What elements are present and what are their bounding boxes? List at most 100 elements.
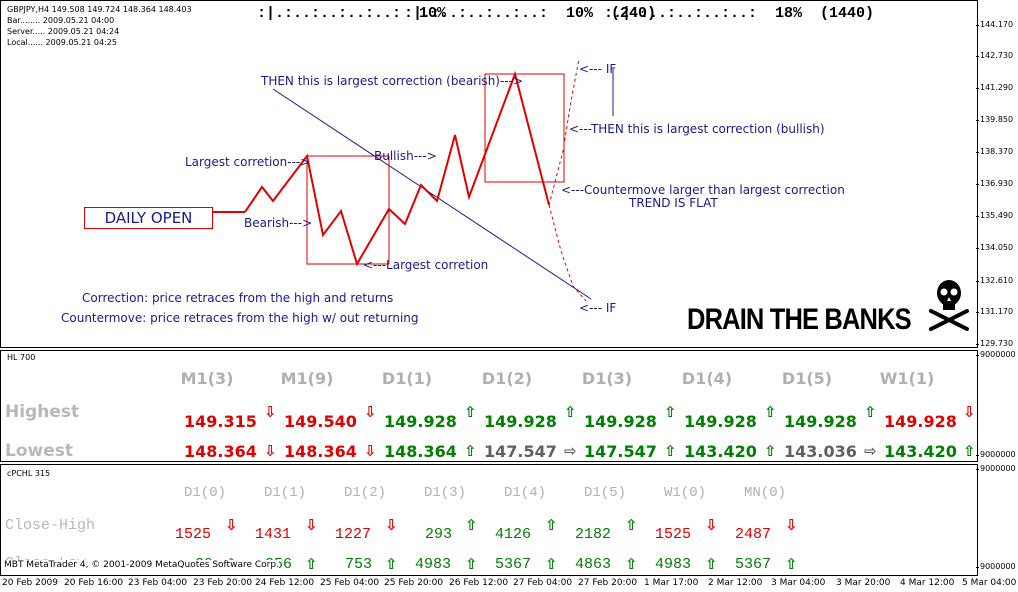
highest-value: 149.928 — [884, 412, 957, 431]
lowest-row-label: Lowest — [5, 441, 73, 461]
cpchl-header: D1(0) — [184, 485, 227, 501]
cpchl-header: D1(1) — [264, 485, 307, 501]
cpchl-indicator-pane[interactable]: cPCHL 315 D1(0) D1(1) D1(2) D1(3) D1(4) … — [0, 464, 978, 576]
if-bottom-label: <--- IF — [579, 301, 617, 315]
up-arrow-icon: ⇧ — [545, 516, 558, 534]
close-high-value: 2487 — [735, 526, 772, 543]
hl-axis-top: 9000000 — [976, 350, 1016, 359]
highest-value: 149.928 — [384, 412, 457, 431]
price-path — [244, 70, 550, 267]
price-tick: 131.170 — [975, 307, 1014, 316]
time-tick: 1 Mar 17:00 — [644, 578, 699, 588]
cpchl-header: W1(0) — [664, 485, 707, 501]
skull-crossbones-icon — [929, 280, 969, 331]
time-tick: 2 Mar 12:00 — [708, 578, 763, 588]
drawing-layer — [213, 58, 969, 331]
bearish-label: Bearish---> — [244, 216, 313, 230]
time-axis[interactable]: 20 Feb 2009 20 Feb 16:00 23 Feb 04:00 23… — [0, 576, 1018, 592]
time-tick: 26 Feb 12:00 — [449, 578, 509, 588]
highest-value: 149.928 — [684, 412, 757, 431]
countermove-definition: Countermove: price retraces from the hig… — [61, 311, 419, 325]
close-low-value: 4863 — [575, 556, 612, 573]
local-time-info: Local...... 2009.05.21 04:25 — [7, 38, 117, 47]
correction-box-left — [306, 155, 390, 265]
close-high-value: 1525 — [175, 526, 212, 543]
main-chart-pane[interactable]: GBPJPY,H4 149.508 149.724 148.364 148.40… — [0, 0, 978, 348]
countermove-label: <---Countermove larger than largest corr… — [561, 183, 845, 197]
hl-panel-label: HL 700 — [7, 353, 36, 362]
copyright-text: MBT MetaTrader 4, © 2001-2009 MetaQuotes… — [4, 560, 279, 570]
up-arrow-icon: ⇧ — [465, 555, 478, 573]
indicator-bar-3: :.|.:..:..:..:..: 18% (1440) — [604, 5, 875, 22]
up-arrow-icon: ⇧ — [785, 555, 798, 573]
time-tick: 4 Mar 12:00 — [900, 578, 955, 588]
daily-open-box: DAILY OPEN — [84, 207, 213, 229]
hl-header: D1(5) — [781, 369, 833, 388]
projection-up-dashed — [548, 58, 580, 206]
hl-header: D1(4) — [681, 369, 733, 388]
cpchl-header: D1(2) — [344, 485, 387, 501]
hl-header: D1(2) — [481, 369, 533, 388]
time-tick: 3 Mar 04:00 — [771, 578, 826, 588]
price-tick: 139.850 — [975, 115, 1014, 124]
down-arrow-icon: ⇩ — [305, 516, 318, 534]
down-arrow-icon: ⇩ — [963, 403, 976, 421]
highest-value: 149.928 — [584, 412, 657, 431]
time-tick: 23 Feb 20:00 — [193, 578, 253, 588]
cpchl-axis-bottom: 9000000 — [976, 562, 1016, 571]
projection-down-dashed — [548, 204, 587, 302]
hl-indicator-pane[interactable]: HL 700 M1(3) M1(9) D1(1) D1(2) D1(3) D1(… — [0, 350, 978, 462]
price-tick: 138.370 — [975, 147, 1014, 156]
highest-value: 149.928 — [484, 412, 557, 431]
highest-row-label: Highest — [5, 402, 80, 422]
price-tick: 135.490 — [975, 211, 1014, 220]
down-arrow-icon: ⇩ — [364, 403, 377, 421]
time-tick: 27 Feb 20:00 — [578, 578, 638, 588]
then-bullish-label: <---THEN this is largest correction (bul… — [569, 122, 825, 136]
trend-flat-label: TREND IS FLAT — [629, 196, 718, 210]
indicator-bar-2: :|.:..:..:..:..: 10% (240) — [404, 5, 657, 22]
then-bearish-label: THEN this is largest correction (bearish… — [261, 74, 524, 88]
up-arrow-icon: ⇧ — [465, 516, 478, 534]
down-arrow-icon: ⇩ — [264, 442, 277, 460]
up-arrow-icon: ⇧ — [705, 555, 718, 573]
lowest-value: 148.364 — [284, 442, 357, 461]
price-axis[interactable]: 144.170 142.730 141.290 139.850 138.370 … — [975, 0, 1018, 348]
up-arrow-icon: ⇧ — [545, 555, 558, 573]
close-high-value: 2182 — [575, 526, 612, 543]
up-arrow-icon: ⇧ — [464, 442, 477, 460]
cpchl-axis[interactable]: 9000000 9000000 — [976, 464, 1018, 576]
up-arrow-icon: ⇧ — [963, 442, 976, 460]
time-tick: 25 Feb 04:00 — [320, 578, 380, 588]
cpchl-header: D1(5) — [584, 485, 627, 501]
hl-header: D1(1) — [381, 369, 433, 388]
lowest-value: 148.364 — [384, 442, 457, 461]
highest-value: 149.315 — [184, 412, 257, 431]
up-arrow-icon: ⇧ — [464, 403, 477, 421]
price-tick: 141.290 — [975, 83, 1014, 92]
close-high-value: 293 — [425, 526, 453, 543]
time-tick: 5 Mar 04:00 — [962, 578, 1017, 588]
symbol-info: GBPJPY,H4 149.508 149.724 148.364 148.40… — [7, 5, 192, 14]
close-low-value: 5367 — [735, 556, 772, 573]
up-arrow-icon: ⇧ — [385, 555, 398, 573]
bullish-label: Bullish---> — [374, 149, 437, 163]
close-high-value: 1227 — [335, 526, 372, 543]
close-low-value: 753 — [345, 556, 373, 573]
close-high-value: 1525 — [655, 526, 692, 543]
hl-header: M1(3) — [180, 369, 234, 388]
correction-definition: Correction: price retraces from the high… — [82, 291, 394, 305]
lowest-value: 143.036 — [784, 442, 857, 461]
if-top-label: <--- IF — [579, 62, 617, 76]
up-arrow-icon: ⇧ — [664, 403, 677, 421]
up-arrow-icon: ⇧ — [664, 442, 677, 460]
hl-axis[interactable]: 9000000 9000000 — [976, 350, 1018, 462]
lowest-value: 143.420 — [884, 442, 957, 461]
cpchl-panel-label: cPCHL 315 — [7, 469, 51, 478]
up-arrow-icon: ⇧ — [305, 555, 318, 573]
close-low-value: 4983 — [655, 556, 692, 573]
largest-correction-left-label: Largest corretion---> — [185, 155, 311, 169]
price-tick: 144.170 — [975, 20, 1014, 29]
time-tick: 27 Feb 04:00 — [513, 578, 573, 588]
close-high-value: 1431 — [255, 526, 292, 543]
